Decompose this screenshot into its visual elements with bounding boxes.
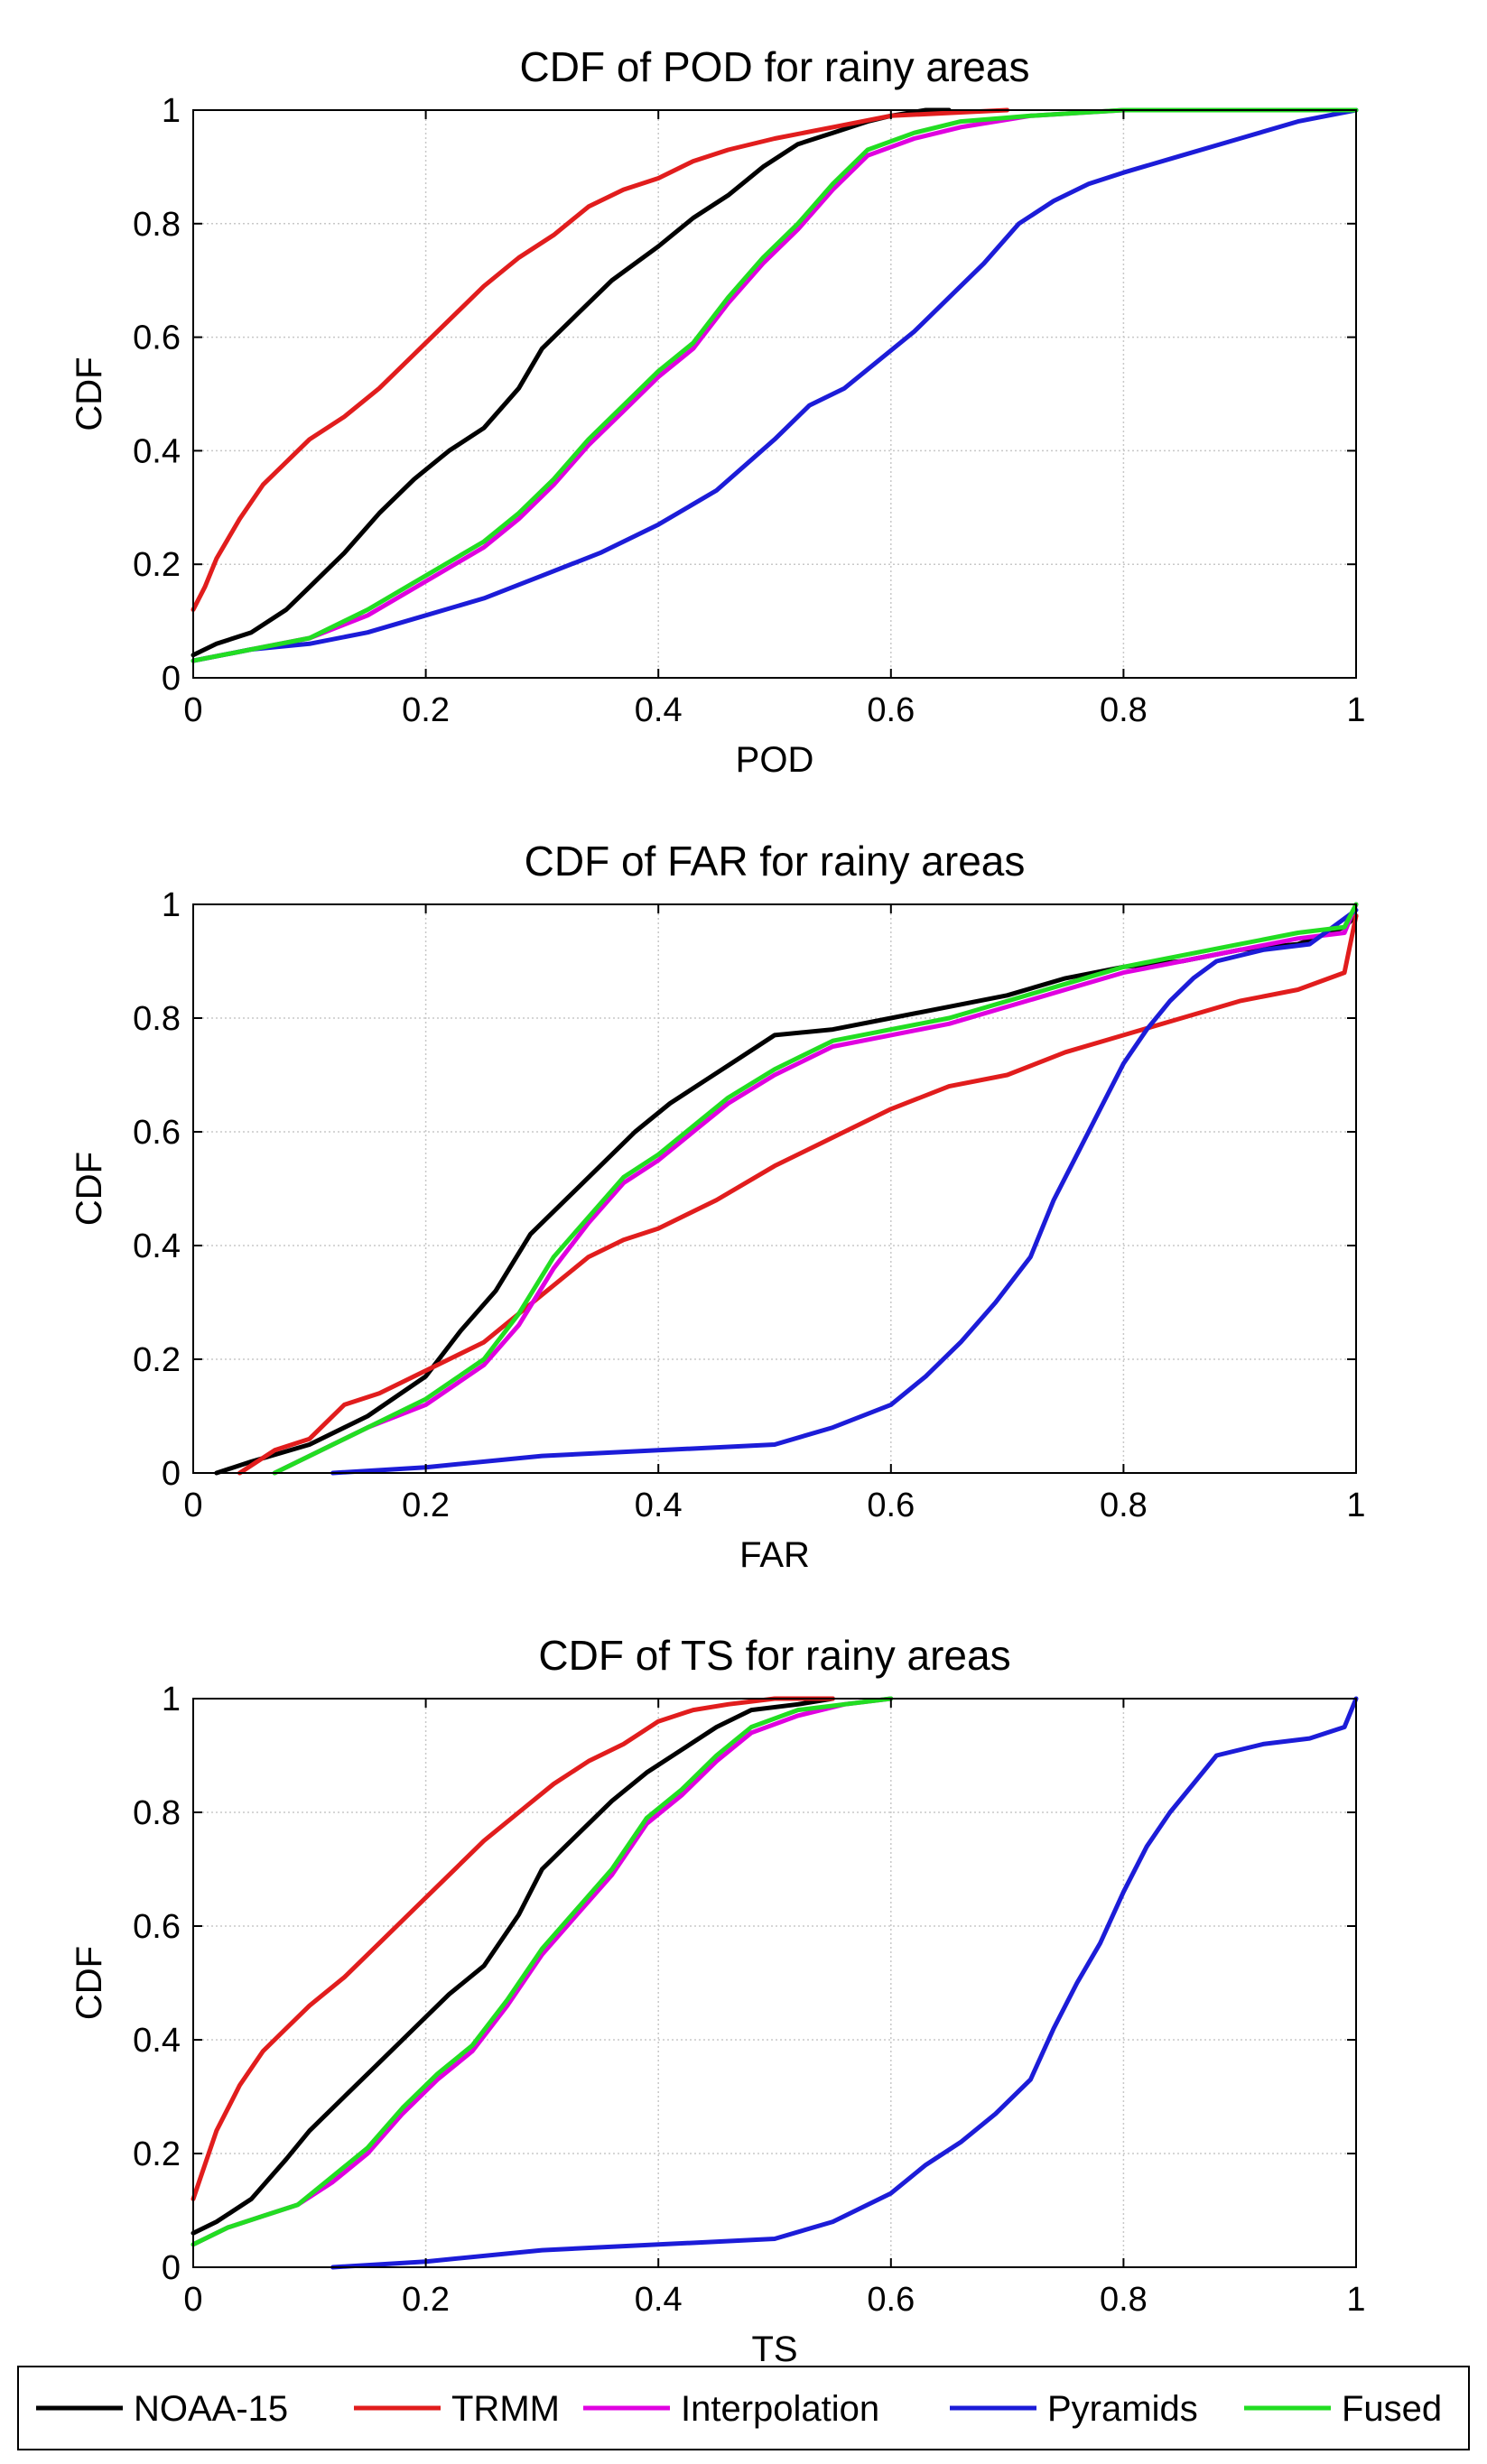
y-axis-label: CDF [70, 357, 109, 431]
x-tick-label: 0.6 [867, 1487, 915, 1524]
x-tick-label: 0.8 [1100, 691, 1148, 729]
x-tick-label: 1 [1346, 1487, 1365, 1524]
y-tick-label: 0.6 [133, 1114, 181, 1152]
y-axis-label: CDF [70, 1152, 109, 1226]
series-line-interpolation [191, 1696, 894, 2247]
y-tick-label: 0 [162, 1455, 181, 1493]
legend-box [17, 2366, 1470, 2450]
series-line-noaa-15 [191, 1696, 835, 2236]
series-group [191, 1696, 1359, 2270]
y-tick-label: 1 [162, 92, 181, 130]
series-group [214, 902, 1359, 1476]
series-group [191, 107, 1359, 663]
x-tick-label: 0.8 [1100, 2281, 1148, 2319]
chart-title: CDF of TS for rainy areas [538, 1632, 1010, 1679]
y-tick-label: 0 [162, 2249, 181, 2287]
x-tick-label: 1 [1346, 691, 1365, 729]
y-tick-label: 1 [162, 1681, 181, 1718]
x-tick-label: 0.2 [402, 2281, 450, 2319]
plot-frame [192, 1698, 1357, 2268]
series-line-pyramids [330, 907, 1359, 1476]
x-tick-label: 0.6 [867, 691, 915, 729]
x-tick-label: 0.4 [635, 1487, 683, 1524]
y-tick-label: 0.6 [133, 320, 181, 357]
x-tick-label: 0.4 [635, 691, 683, 729]
chart-title: CDF of POD for rainy areas [520, 43, 1030, 90]
y-tick-label: 0.6 [133, 1908, 181, 1946]
y-tick-label: 0.8 [133, 1794, 181, 1832]
chart-title: CDF of FAR for rainy areas [525, 838, 1026, 885]
series-line-fused [191, 1696, 894, 2247]
legend-label-pyramids: Pyramids [1047, 2389, 1198, 2429]
series-line-trmm [191, 1696, 835, 2201]
series-line-pyramids [191, 107, 1359, 663]
series-line-trmm [191, 107, 1010, 612]
y-tick-label: 0.4 [133, 432, 181, 470]
y-tick-label: 0.8 [133, 206, 181, 244]
series-line-fused [191, 107, 1359, 663]
y-axis-label: CDF [70, 1946, 109, 2020]
series-line-fused [272, 902, 1359, 1476]
y-tick-label: 0.2 [133, 546, 181, 584]
x-tick-label: 0.8 [1100, 1487, 1148, 1524]
plot-frame [192, 903, 1357, 1474]
x-tick-label: 0.2 [402, 1487, 450, 1524]
x-tick-label: 0.4 [635, 2281, 683, 2319]
x-axis-label: TS [751, 2330, 797, 2369]
plot-frame [192, 109, 1357, 679]
chart-panel-2: 0 0.2 0.4 0.6 0.8 1 0 0.2 0.4 0.6 0.8 1 CDF of FAR f… [70, 838, 1366, 1575]
legend: NOAA-15 TRMM Interpolation Pyramids Fused [17, 2366, 1470, 2450]
y-tick-label: 1 [162, 886, 181, 924]
grid-lines [193, 110, 1356, 678]
chart-panel-1: 0 0.2 0.4 0.6 0.8 1 0 0.2 0.4 0.6 0.8 1 CDF of POD f… [70, 43, 1366, 780]
series-line-noaa-15 [191, 107, 952, 658]
x-tick-label: 0 [183, 691, 202, 729]
x-axis-label: POD [736, 740, 814, 780]
chart-panel-3: 0 0.2 0.4 0.6 0.8 1 0 0.2 0.4 0.6 0.8 1 CDF of TS fo… [70, 1632, 1366, 2369]
legend-label-interpolation: Interpolation [681, 2389, 879, 2429]
legend-label-fused: Fused [1342, 2389, 1442, 2429]
y-tick-label: 0.8 [133, 1000, 181, 1038]
series-line-pyramids [330, 1696, 1359, 2270]
x-tick-label: 0.6 [867, 2281, 915, 2319]
y-tick-label: 0.2 [133, 1341, 181, 1379]
y-tick-label: 0.2 [133, 2135, 181, 2173]
x-tick-label: 0 [183, 1487, 202, 1524]
series-line-interpolation [272, 902, 1359, 1476]
grid-lines [193, 1699, 1356, 2267]
legend-label-trmm: TRMM [451, 2389, 560, 2429]
series-line-interpolation [191, 107, 1359, 663]
series-line-trmm [237, 913, 1359, 1476]
y-tick-label: 0 [162, 660, 181, 698]
x-tick-label: 0 [183, 2281, 202, 2319]
y-tick-label: 0.4 [133, 1227, 181, 1265]
x-axis-label: FAR [739, 1535, 810, 1575]
x-tick-label: 0.2 [402, 691, 450, 729]
x-tick-label: 1 [1346, 2281, 1365, 2319]
y-tick-label: 0.4 [133, 2022, 181, 2060]
legend-label-noaa-15: NOAA-15 [134, 2389, 288, 2429]
